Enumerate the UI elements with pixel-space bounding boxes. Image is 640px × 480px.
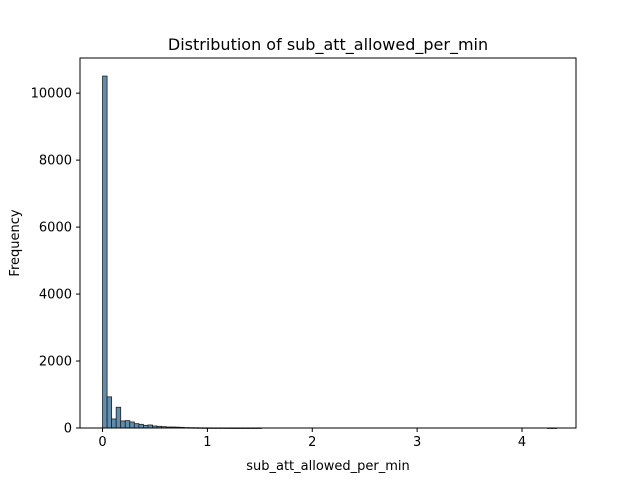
histogram-bar bbox=[138, 423, 144, 429]
chart-title: Distribution of sub_att_allowed_per_min bbox=[168, 35, 488, 55]
x-tick-label: 3 bbox=[413, 435, 421, 450]
histogram-bar bbox=[133, 423, 140, 429]
x-tick-label: 2 bbox=[308, 435, 316, 450]
y-tick-label: 4000 bbox=[39, 288, 72, 303]
histogram-bar bbox=[102, 75, 108, 429]
histogram-bar bbox=[129, 421, 135, 429]
x-axis-title: sub_att_allowed_per_min bbox=[246, 459, 410, 474]
y-tick-label: 2000 bbox=[39, 355, 72, 370]
x-axis-ticks: 0 1 2 3 4 bbox=[98, 428, 526, 450]
histogram-bar bbox=[120, 420, 126, 429]
y-tick-label: 6000 bbox=[39, 221, 72, 236]
histogram-bar bbox=[124, 420, 131, 429]
plot-frame bbox=[79, 57, 577, 429]
histogram-bar bbox=[115, 406, 122, 429]
x-tick-label: 1 bbox=[203, 435, 211, 450]
y-tick-label: 8000 bbox=[39, 154, 72, 169]
histogram-bar bbox=[106, 396, 113, 429]
x-tick-label: 0 bbox=[98, 435, 106, 450]
y-axis-title: Frequency bbox=[8, 209, 23, 276]
bars-group bbox=[102, 75, 557, 429]
y-tick-label: 10000 bbox=[31, 87, 72, 102]
histogram-bar bbox=[111, 418, 117, 429]
y-axis-ticks: 0 2000 4000 6000 8000 10000 bbox=[31, 87, 80, 437]
y-tick-label: 0 bbox=[64, 422, 72, 437]
x-tick-label: 4 bbox=[518, 435, 526, 450]
